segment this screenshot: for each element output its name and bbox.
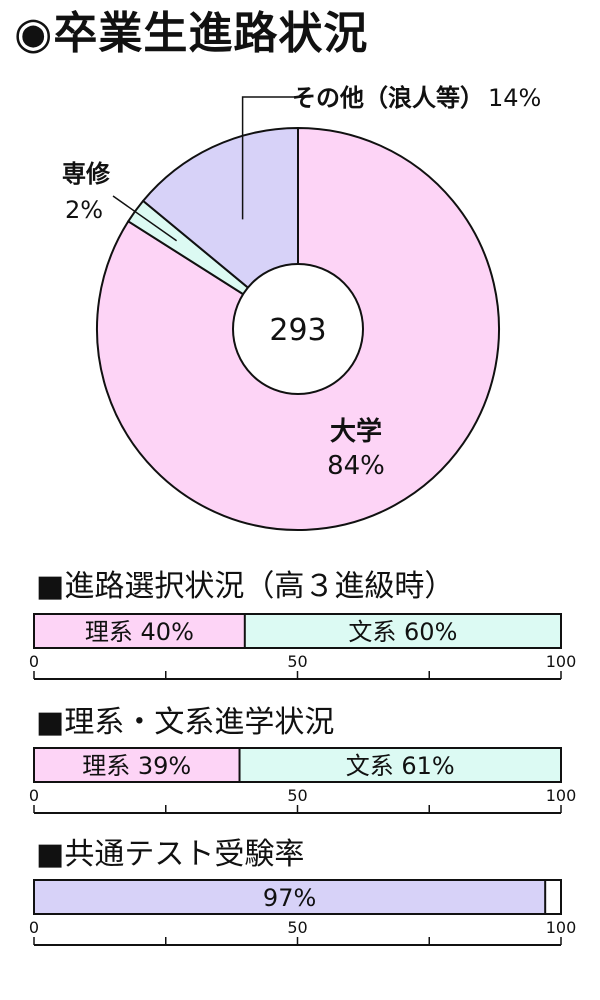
x-tick-label-1: 50	[287, 652, 307, 671]
slice-label-0: 大学	[330, 416, 382, 447]
total-count-label: 293	[269, 313, 326, 348]
bar-outline	[33, 747, 562, 783]
bar-segment-0	[34, 880, 546, 914]
common-test-bar-chart: 97% 0 50 100	[29, 879, 577, 946]
x-tick-label-0: 0	[29, 918, 39, 937]
slice-value-0: 84%	[327, 451, 385, 481]
slice-label-2-name: その他（浪人等）	[292, 84, 484, 112]
bar-segment-1	[244, 614, 562, 648]
bar-segment-label-1: 文系 61%	[346, 752, 455, 780]
slice-value-1: 2%	[65, 196, 103, 224]
bar-segment-label-0: 理系 39%	[82, 752, 191, 780]
x-tick-label-2: 100	[546, 652, 577, 671]
x-tick-label-2: 100	[546, 918, 577, 937]
x-tick-label-0: 0	[29, 786, 39, 805]
science-humanities-bar-chart: 理系 39% 文系 61% 0 50 100	[29, 747, 577, 814]
x-tick-label-1: 50	[287, 918, 307, 937]
course-selection-bar-chart: 理系 40% 文系 60% 0 50 100	[29, 613, 577, 680]
slice-label-1: 専修	[62, 160, 111, 188]
section-title-common-test: ■共通テスト受験率	[36, 837, 305, 872]
bar-segment-label-1: 文系 60%	[348, 618, 457, 646]
bar-segment-label-0: 97%	[263, 884, 316, 912]
slice-label-2: その他（浪人等） 14%	[292, 84, 541, 112]
x-tick-label-2: 100	[546, 786, 577, 805]
bar-segment-1	[545, 880, 561, 914]
x-tick-label-0: 0	[29, 652, 39, 671]
slice-value-2: 14%	[488, 84, 541, 112]
page-title: ◉卒業生進路状況	[14, 8, 369, 59]
bar-segment-0	[34, 614, 245, 648]
leader-line-2	[241, 96, 311, 220]
bar-outline	[33, 879, 562, 915]
bar-segment-0	[34, 748, 240, 782]
bar-segment-1	[239, 748, 561, 782]
donut-chart: 293 大学 84% 専修 2% その他（浪人等） 14%	[62, 84, 541, 531]
section-title-course-selection: ■進路選択状況（高３進級時）	[36, 569, 455, 604]
donut-hole	[232, 263, 364, 395]
bar-outline	[33, 613, 562, 649]
leader-line-1	[112, 195, 178, 242]
x-tick-label-1: 50	[287, 786, 307, 805]
section-title-science-humanities: ■理系・文系進学状況	[36, 705, 335, 740]
bar-segment-label-0: 理系 40%	[85, 618, 194, 646]
